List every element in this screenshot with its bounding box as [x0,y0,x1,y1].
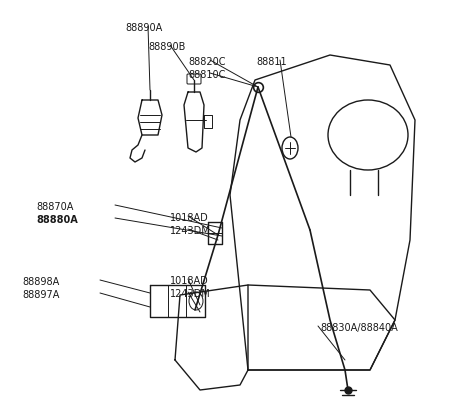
Text: 88890B: 88890B [148,42,185,52]
Text: 88830A/88840A: 88830A/88840A [320,323,398,333]
Text: 88870A: 88870A [36,202,73,212]
Text: 88890A: 88890A [125,23,162,33]
Text: 1243DM: 1243DM [170,289,211,299]
Text: 88810C: 88810C [188,70,225,80]
Text: 88898A: 88898A [22,277,59,287]
Text: 88811: 88811 [256,57,287,67]
Text: 88897A: 88897A [22,290,59,300]
Text: 88880A: 88880A [36,215,78,225]
Text: 88820C: 88820C [188,57,225,67]
Text: 1018AD: 1018AD [170,213,209,223]
Text: 1018AD: 1018AD [170,276,209,286]
Text: 1243DM: 1243DM [170,226,211,236]
